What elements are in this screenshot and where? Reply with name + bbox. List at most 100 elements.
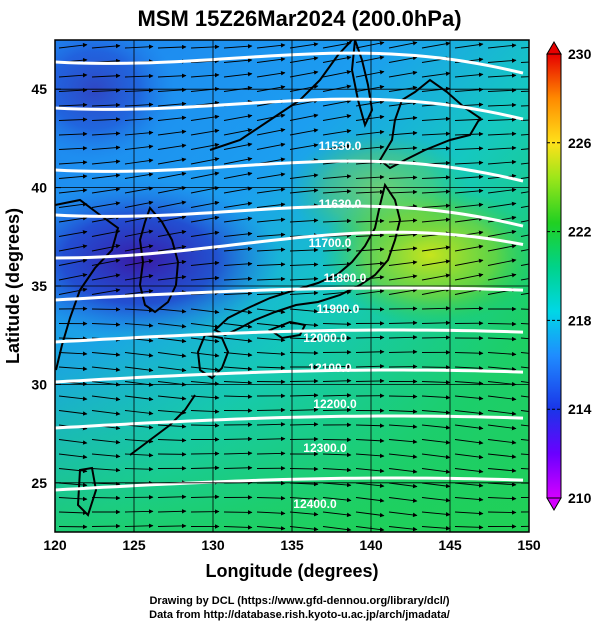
wind-arrow bbox=[190, 215, 220, 223]
wind-arrow bbox=[256, 337, 286, 343]
wind-arrow bbox=[190, 409, 220, 414]
wind-arrow bbox=[487, 273, 517, 281]
wind-arrow bbox=[355, 453, 385, 459]
wind-arrow bbox=[223, 261, 253, 267]
wind-arrow bbox=[190, 58, 220, 64]
wind-arrow bbox=[256, 526, 286, 531]
colorbar-tick-label: 218 bbox=[568, 312, 592, 328]
wind-arrow bbox=[256, 436, 286, 442]
wind-arrow bbox=[487, 58, 517, 63]
wind-arrow bbox=[289, 173, 319, 179]
wind-arrow bbox=[91, 410, 121, 416]
wind-arrow bbox=[91, 258, 121, 266]
wind-arrow bbox=[91, 102, 121, 108]
wind-arrow bbox=[190, 171, 220, 179]
colorbar-tick-label: 222 bbox=[568, 224, 592, 240]
wind-arrow bbox=[157, 395, 187, 401]
wind-arrow bbox=[322, 41, 352, 49]
wind-arrow bbox=[421, 217, 451, 223]
wind-arrow bbox=[91, 495, 121, 501]
wind-arrow bbox=[58, 160, 88, 165]
contour-label: 12400.0 bbox=[293, 497, 337, 511]
wind-arrow bbox=[124, 259, 154, 266]
wind-arrow bbox=[223, 323, 253, 329]
wind-arrow bbox=[289, 262, 319, 267]
wind-arrow bbox=[520, 248, 529, 252]
wind-arrow bbox=[190, 465, 220, 471]
wind-arrow bbox=[91, 467, 121, 473]
wind-arrow bbox=[454, 258, 484, 266]
colorbar-tick-label: 230 bbox=[568, 46, 592, 62]
contour-label: 11800.0 bbox=[324, 271, 367, 285]
wind-arrow bbox=[223, 291, 253, 296]
wind-arrow bbox=[388, 175, 418, 180]
footer-source: Data from http://database.rish.kyoto-u.a… bbox=[149, 609, 450, 621]
wind-arrow bbox=[58, 395, 88, 401]
coastline bbox=[138, 206, 180, 314]
wind-arrow bbox=[487, 159, 517, 165]
wind-arrow bbox=[421, 453, 451, 460]
wind-arrow bbox=[58, 287, 88, 295]
wind-arrow bbox=[124, 186, 154, 194]
wind-arrow bbox=[454, 87, 484, 92]
wind-arrow bbox=[454, 306, 484, 311]
wind-arrow bbox=[454, 511, 484, 516]
wind-arrow bbox=[91, 187, 121, 194]
wind-arrow bbox=[58, 230, 88, 237]
wind-arrow bbox=[454, 174, 484, 180]
y-tick-label: 45 bbox=[31, 81, 47, 97]
wind-arrow bbox=[322, 526, 352, 532]
wind-arrow bbox=[487, 366, 517, 372]
wind-arrow bbox=[157, 308, 187, 314]
wind-arrow bbox=[421, 468, 451, 474]
wind-arrow bbox=[454, 273, 484, 281]
wind-arrow bbox=[190, 142, 220, 150]
wind-arrow bbox=[454, 468, 484, 474]
wind-arrow bbox=[289, 496, 319, 502]
y-tick-label: 35 bbox=[31, 278, 47, 294]
wind-arrow bbox=[421, 511, 451, 517]
wind-arrow bbox=[322, 321, 352, 327]
wind-arrow bbox=[58, 410, 88, 416]
wind-arrow bbox=[157, 523, 187, 529]
wind-arrow bbox=[487, 187, 517, 194]
wind-arrow bbox=[157, 323, 187, 329]
wind-arrow bbox=[256, 43, 286, 49]
wind-arrow bbox=[520, 468, 529, 470]
wind-arrow bbox=[520, 525, 529, 527]
wind-arrow bbox=[487, 201, 517, 208]
wind-arrow bbox=[157, 352, 187, 358]
wind-arrow bbox=[124, 352, 154, 358]
wind-arrow bbox=[487, 510, 517, 515]
wind-arrow bbox=[124, 424, 154, 430]
wind-arrow bbox=[322, 129, 352, 136]
wind-arrow bbox=[421, 273, 451, 281]
wind-arrow bbox=[256, 422, 286, 427]
wind-arrow bbox=[223, 451, 253, 456]
contour-label: 11900.0 bbox=[317, 302, 360, 316]
wind-arrow bbox=[487, 131, 517, 137]
wind-arrow bbox=[256, 276, 286, 282]
x-tick-label: 140 bbox=[359, 537, 383, 553]
wind-arrow bbox=[355, 423, 385, 428]
wind-arrow bbox=[322, 99, 352, 107]
wind-arrow bbox=[421, 41, 451, 49]
wind-arrow bbox=[91, 307, 121, 312]
wind-arrow bbox=[157, 115, 187, 121]
wind-arrow bbox=[124, 323, 154, 328]
wind-arrow bbox=[157, 366, 187, 373]
wind-arrow bbox=[388, 288, 418, 295]
wind-arrow bbox=[355, 55, 385, 63]
wind-arrow bbox=[91, 366, 121, 372]
wind-arrow bbox=[157, 87, 187, 93]
wind-arrow bbox=[157, 424, 187, 429]
wind-arrow bbox=[322, 497, 352, 503]
wind-arrow bbox=[157, 337, 187, 344]
wind-arrow bbox=[91, 173, 121, 179]
wind-arrow bbox=[223, 186, 253, 194]
wind-arrow bbox=[355, 335, 385, 340]
wind-arrow bbox=[355, 526, 385, 532]
wind-arrow bbox=[355, 378, 385, 384]
wind-arrow bbox=[487, 395, 517, 402]
y-tick-label: 40 bbox=[31, 180, 47, 196]
